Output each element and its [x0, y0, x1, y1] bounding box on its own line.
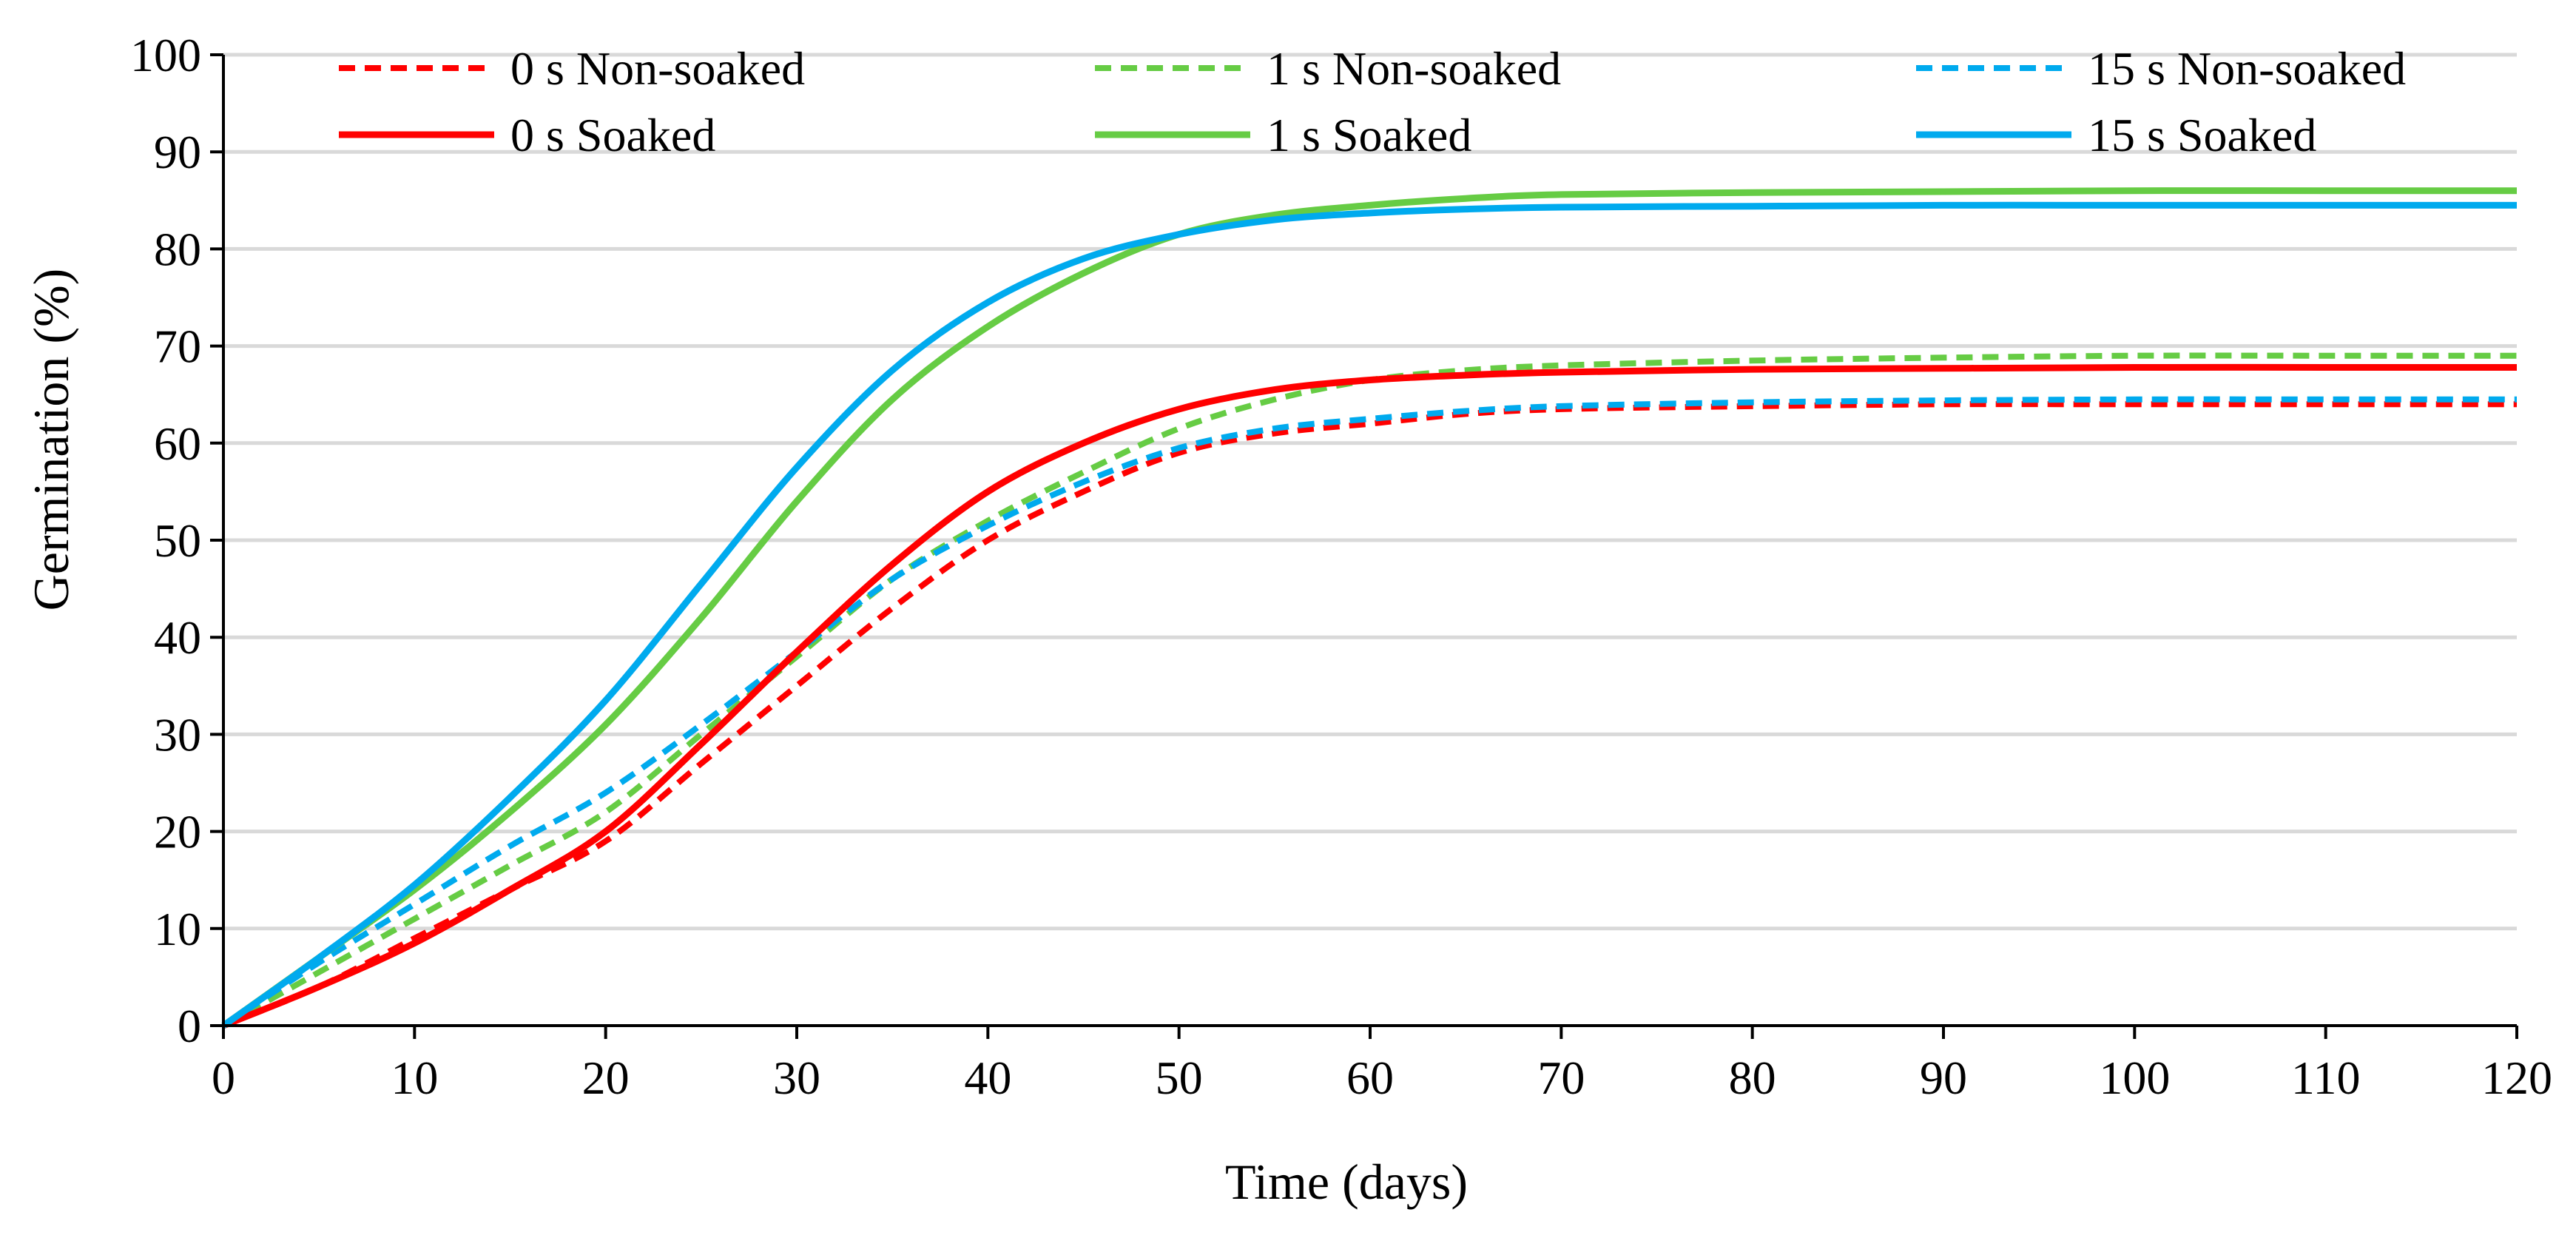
legend-label: 15 s Soaked	[2088, 109, 2316, 161]
x-tick-label: 60	[1346, 1052, 1394, 1104]
series-line-3	[222, 363, 2517, 1029]
x-tick-label: 20	[582, 1052, 630, 1104]
gridlines	[223, 53, 2517, 931]
y-tick-label: 60	[154, 417, 201, 470]
x-tick-label: 50	[1156, 1052, 1203, 1104]
y-tick-label: 30	[154, 708, 201, 761]
y-tick-label: 20	[154, 806, 201, 858]
y-tick-label: 50	[154, 514, 201, 567]
x-tick-label: 110	[2291, 1052, 2361, 1104]
y-tick-label: 40	[154, 611, 201, 664]
x-tick-label: 70	[1537, 1052, 1585, 1104]
x-tick-labels: 0 10 20 30 40 50 60 70 80 90 100 110 120	[212, 1052, 2552, 1104]
y-axis-title: Germination (%)	[23, 269, 79, 611]
y-tick-label: 80	[154, 223, 201, 275]
x-tick-label: 0	[212, 1052, 235, 1104]
y-tick-label: 70	[154, 320, 201, 373]
y-tick-label: 90	[154, 126, 201, 178]
x-tick-label: 90	[1920, 1052, 1967, 1104]
y-tick-labels: 0 10 20 30 40 50 60 70 80 90 100	[130, 29, 201, 1052]
x-tick-label: 10	[391, 1052, 438, 1104]
legend: 0 s Non-soaked 1 s Non-soaked 15 s Non-soa…	[339, 42, 2406, 161]
x-tick-label: 100	[2099, 1052, 2170, 1104]
series-line-2	[221, 396, 2517, 1029]
legend-label: 0 s Non-soaked	[510, 42, 805, 95]
series-line-5	[221, 201, 2517, 1029]
series-line-1	[222, 352, 2518, 1029]
legend-label: 0 s Soaked	[510, 109, 715, 161]
y-tick-label: 10	[154, 903, 201, 955]
legend-label: 15 s Non-soaked	[2088, 42, 2406, 95]
y-tick-label: 0	[178, 1000, 201, 1052]
series-line-0	[222, 401, 2517, 1029]
series-line-4	[221, 187, 2517, 1029]
x-tick-label: 80	[1729, 1052, 1776, 1104]
legend-label: 1 s Soaked	[1267, 109, 1471, 161]
x-tick-label: 30	[773, 1052, 820, 1104]
series-lines	[221, 187, 2518, 1029]
x-axis-title: Time (days)	[1225, 1154, 1468, 1210]
y-tick-label: 100	[130, 29, 201, 81]
legend-label: 1 s Non-soaked	[1267, 42, 1561, 95]
axes	[210, 53, 2518, 1039]
x-tick-label: 40	[964, 1052, 1011, 1104]
x-tick-label: 120	[2481, 1052, 2552, 1104]
